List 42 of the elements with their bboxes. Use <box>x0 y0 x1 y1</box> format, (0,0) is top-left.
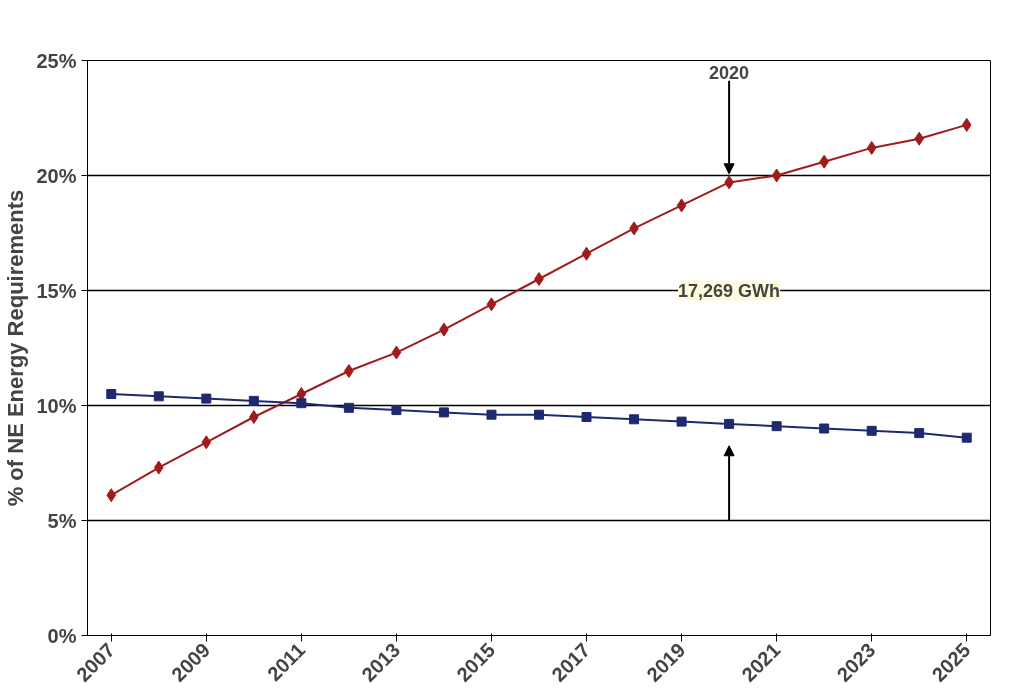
point <box>344 364 354 378</box>
point <box>629 414 640 425</box>
point <box>486 409 497 420</box>
point <box>249 410 259 424</box>
point <box>343 402 354 413</box>
point <box>486 297 497 312</box>
point <box>581 246 592 261</box>
point <box>581 412 592 422</box>
point <box>391 405 402 416</box>
point <box>201 435 212 450</box>
y-tick-label: 20% <box>36 164 77 187</box>
point <box>914 428 925 439</box>
point <box>819 423 830 434</box>
point <box>201 393 212 404</box>
y-tick-label: 25% <box>36 49 77 72</box>
point <box>153 391 164 402</box>
annotation: 2020 <box>709 63 750 84</box>
point <box>534 272 544 286</box>
point <box>153 460 164 475</box>
point <box>438 407 449 418</box>
point <box>106 488 117 503</box>
y-tick-label: 15% <box>36 279 77 302</box>
annotation: 17,269 GWh <box>678 280 781 301</box>
point <box>106 389 117 399</box>
point <box>296 398 307 409</box>
point <box>961 432 972 443</box>
y-tick-label: 0% <box>47 624 77 647</box>
y-tick-label: 10% <box>36 394 77 417</box>
point <box>534 409 544 420</box>
point <box>866 140 877 155</box>
point <box>771 168 782 183</box>
point <box>866 425 877 436</box>
point <box>724 418 735 429</box>
point <box>248 395 259 406</box>
point <box>771 421 782 432</box>
point <box>961 117 972 132</box>
y-axis-title: % of NE Energy Requirements <box>3 189 29 507</box>
point <box>391 345 402 360</box>
y-tick-label: 5% <box>47 509 77 532</box>
point <box>676 198 687 213</box>
point <box>676 416 687 427</box>
point <box>914 131 925 146</box>
